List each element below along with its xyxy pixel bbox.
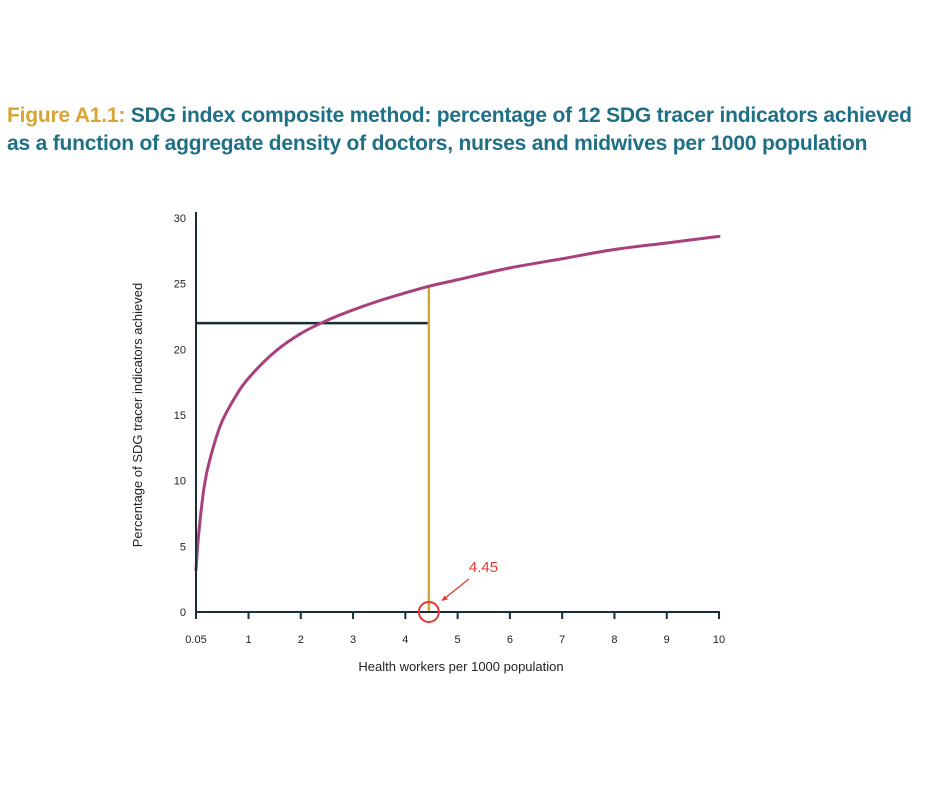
y-axis-title: Percentage of SDG tracer indicators achi…: [130, 283, 145, 547]
y-tick-label: 25: [174, 279, 186, 291]
x-tick-label: 6: [507, 634, 513, 646]
x-tick-label: 1: [245, 634, 251, 646]
y-tick-label: 0: [180, 607, 186, 619]
y-tick-label: 10: [174, 476, 186, 488]
x-tick-label: 2: [298, 634, 304, 646]
x-tick-label: 10: [713, 634, 725, 646]
y-tick-label: 5: [180, 541, 186, 553]
x-tick-label: 0.05: [185, 634, 206, 646]
annotation-circle: [417, 601, 440, 623]
x-tick-label: 5: [455, 634, 461, 646]
figure-title-text: SDG index composite method: percentage o…: [7, 104, 912, 155]
annotation-label: 4.45: [469, 559, 498, 576]
y-tick-label: 20: [174, 344, 186, 356]
x-tick-label: 7: [559, 634, 565, 646]
figure-title: Figure A1.1: SDG index composite method:…: [7, 102, 932, 158]
x-tick-label: 8: [611, 634, 617, 646]
x-tick-label: 9: [664, 634, 670, 646]
y-tick-label: 30: [174, 213, 186, 225]
figure-label: Figure A1.1:: [7, 104, 126, 127]
y-tick-label: 15: [174, 410, 186, 422]
x-tick-label: 3: [350, 634, 356, 646]
sdg-curve-line: [194, 234, 721, 572]
annotation-arrow-head: [440, 595, 448, 601]
annotation-arrow-line: [443, 578, 470, 600]
x-axis-title: Health workers per 1000 population: [358, 659, 563, 674]
x-tick-label: 4: [402, 634, 408, 646]
